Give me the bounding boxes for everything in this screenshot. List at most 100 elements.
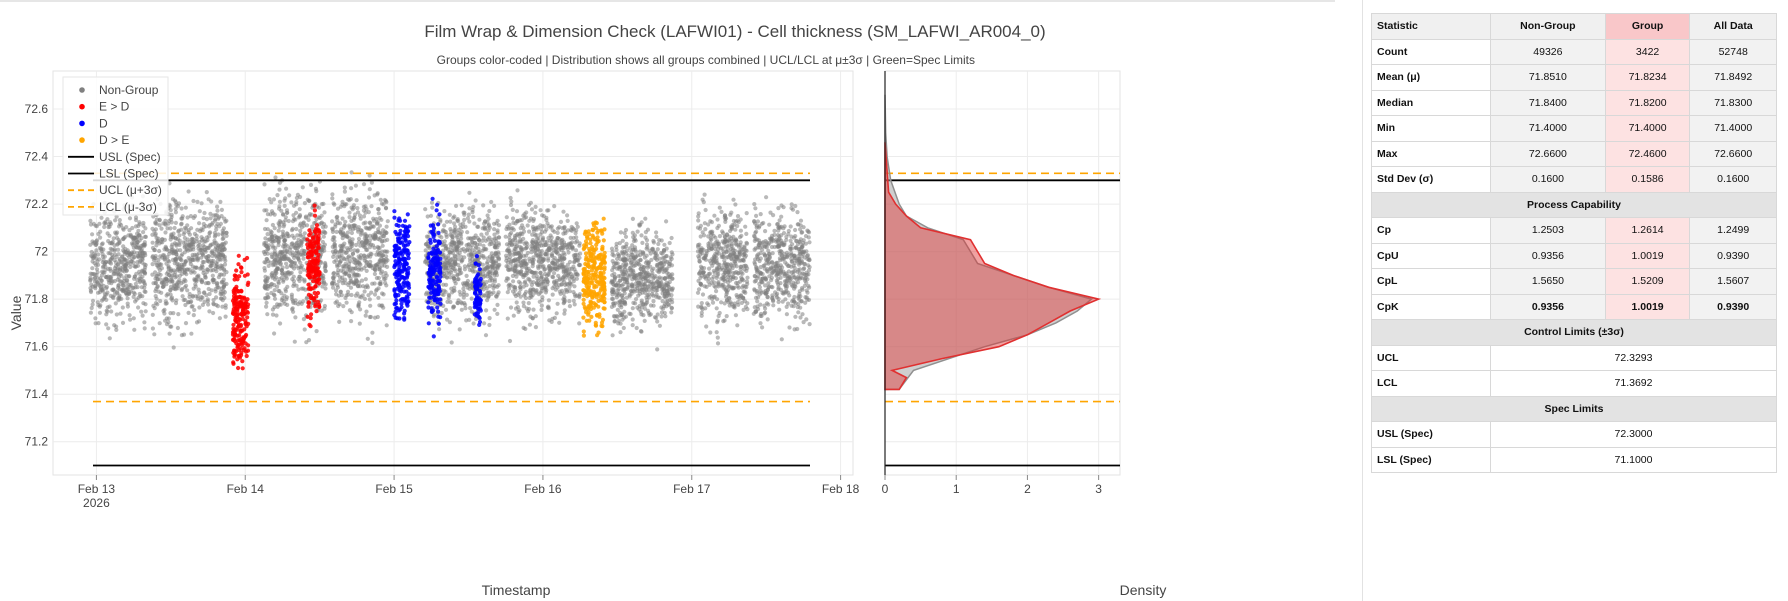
data-point <box>220 253 226 258</box>
data-point <box>670 286 675 291</box>
data-point <box>654 234 659 239</box>
data-point <box>356 283 361 289</box>
data-point <box>521 325 526 330</box>
data-point <box>781 231 787 236</box>
data-point <box>162 257 167 262</box>
data-point <box>291 213 296 218</box>
data-point <box>168 226 173 231</box>
data-point <box>361 244 367 249</box>
data-point <box>221 272 227 277</box>
data-point <box>537 299 542 304</box>
data-point <box>351 273 357 278</box>
data-point <box>100 287 105 292</box>
data-point <box>639 233 644 238</box>
data-point <box>453 257 458 262</box>
data-point <box>697 242 702 247</box>
data-point <box>509 230 514 236</box>
data-point <box>101 257 106 262</box>
data-point <box>302 201 307 206</box>
data-point <box>204 190 209 195</box>
data-point <box>460 221 466 226</box>
data-point <box>294 195 299 201</box>
data-point <box>485 256 490 261</box>
data-point <box>698 268 704 273</box>
data-point <box>342 272 347 277</box>
y-axis-title: Value <box>8 295 24 330</box>
data-point <box>341 304 346 309</box>
data-point <box>448 219 453 224</box>
data-point <box>215 258 220 264</box>
data-point <box>481 243 486 248</box>
data-point <box>128 317 133 322</box>
data-point <box>789 234 794 239</box>
data-point <box>715 335 720 340</box>
data-point <box>530 264 535 269</box>
data-point <box>180 216 185 221</box>
data-point <box>220 248 225 253</box>
data-point <box>481 254 486 259</box>
data-point <box>283 289 288 294</box>
data-point <box>459 236 464 241</box>
data-point <box>801 225 806 230</box>
data-point <box>220 232 225 237</box>
data-point <box>177 277 182 283</box>
data-point <box>374 288 379 293</box>
data-point <box>187 291 192 297</box>
x-tick-label: Feb 13 <box>78 482 116 496</box>
data-point <box>166 266 171 271</box>
data-point <box>296 287 301 292</box>
data-point <box>143 234 148 239</box>
data-point <box>789 202 794 207</box>
data-point <box>379 201 385 206</box>
data-point <box>507 338 513 344</box>
data-point <box>495 218 500 223</box>
data-point <box>538 208 543 213</box>
data-point <box>283 215 288 220</box>
data-point <box>793 314 798 319</box>
data-point <box>534 280 539 286</box>
data-point <box>484 308 489 313</box>
data-point <box>430 205 435 210</box>
data-point <box>134 297 139 302</box>
data-point <box>776 206 781 211</box>
data-point <box>629 268 634 273</box>
data-point <box>265 244 270 249</box>
data-point <box>349 205 354 210</box>
data-point <box>283 218 288 223</box>
data-point <box>758 212 763 217</box>
data-point <box>466 264 471 269</box>
data-point <box>467 190 472 195</box>
data-point <box>169 295 175 300</box>
data-point <box>108 246 113 251</box>
data-point <box>128 252 133 258</box>
data-point <box>289 200 294 205</box>
data-point <box>486 223 491 229</box>
data-point <box>142 262 147 267</box>
data-point <box>335 283 340 288</box>
data-point <box>644 242 650 247</box>
data-point <box>439 292 445 297</box>
data-point <box>282 257 287 262</box>
data-point <box>793 203 798 209</box>
data-point <box>282 254 287 259</box>
data-point <box>117 240 122 246</box>
data-point <box>375 262 380 267</box>
data-point <box>654 230 659 235</box>
data-point <box>353 183 358 188</box>
data-point <box>219 207 224 212</box>
data-point <box>657 275 662 280</box>
data-point <box>777 307 782 312</box>
data-point <box>714 306 719 311</box>
data-point <box>335 218 340 223</box>
data-point <box>284 186 289 191</box>
data-point <box>183 259 188 264</box>
data-point <box>523 265 529 270</box>
data-point <box>301 317 306 322</box>
data-point <box>294 202 299 207</box>
data-point <box>114 312 119 317</box>
data-point <box>518 287 523 292</box>
data-point <box>142 242 147 247</box>
data-point <box>558 219 564 224</box>
data-point <box>353 266 358 271</box>
data-point <box>550 286 555 291</box>
